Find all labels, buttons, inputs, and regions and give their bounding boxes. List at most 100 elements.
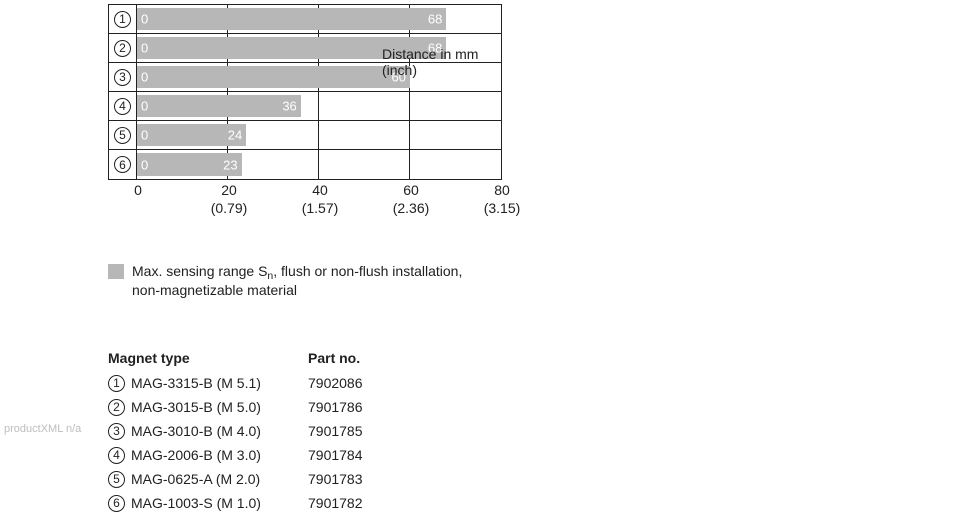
row-index-label: 4	[109, 92, 137, 120]
legend-line1b: , flush or non-flush installation,	[273, 263, 462, 279]
circled-number-icon: 4	[114, 98, 131, 115]
col-header-type: Magnet type	[108, 350, 308, 366]
table-row: 4 MAG-2006-B (M 3.0) 7901784	[108, 444, 448, 466]
circled-number-icon: 1	[114, 11, 131, 28]
row-index-label: 5	[109, 121, 137, 149]
circled-number-icon: 1	[108, 375, 125, 392]
chart-row: 10 68	[109, 5, 501, 34]
bar: 0 68	[137, 8, 446, 30]
grid-line	[409, 121, 410, 149]
table-body: 1 MAG-3315-B (M 5.1) 7902086 2 MAG-3015-B (M…	[108, 372, 448, 514]
row-index-label: 3	[109, 63, 137, 91]
bar: 0 24	[137, 124, 246, 146]
bar-end-value: 36	[282, 99, 296, 114]
bar-start-value: 0	[141, 70, 148, 85]
magnet-type-text: MAG-3015-B (M 5.0)	[131, 399, 261, 415]
legend-line2: non-magnetizable material	[132, 282, 297, 298]
tick-label: 60	[403, 182, 419, 198]
cell-part-no: 7902086	[308, 375, 448, 391]
tick-label: 20	[221, 182, 237, 198]
legend-line1a: Max. sensing range S	[132, 263, 267, 279]
grid-line	[318, 92, 319, 120]
bar-track: 0 23	[137, 150, 501, 179]
bar-start-value: 0	[141, 128, 148, 143]
cell-magnet-type: 1 MAG-3315-B (M 5.1)	[108, 375, 308, 392]
tick-label: 80	[494, 182, 510, 198]
magnet-type-text: MAG-0625-A (M 2.0)	[131, 471, 260, 487]
table-header: Magnet type Part no.	[108, 350, 448, 366]
bar-start-value: 0	[141, 157, 148, 172]
circled-number-icon: 2	[114, 40, 131, 57]
magnet-type-text: MAG-3315-B (M 5.1)	[131, 375, 261, 391]
cell-magnet-type: 5 MAG-0625-A (M 2.0)	[108, 471, 308, 488]
tick-sublabel: (1.57)	[302, 200, 339, 218]
legend-text: Max. sensing range Sn, flush or non-flus…	[132, 262, 462, 300]
bar-end-value: 24	[228, 128, 242, 143]
axis-tick: 20 (0.79)	[211, 182, 248, 217]
magnet-type-text: MAG-1003-S (M 1.0)	[131, 495, 261, 511]
bar-track: 0 68	[137, 5, 501, 33]
tick-sublabel: (3.15)	[484, 200, 521, 218]
table-row: 2 MAG-3015-B (M 5.0) 7901786	[108, 396, 448, 418]
tick-sublabel: (0.79)	[211, 200, 248, 218]
table-row: 1 MAG-3315-B (M 5.1) 7902086	[108, 372, 448, 394]
cell-part-no: 7901786	[308, 399, 448, 415]
circled-number-icon: 5	[114, 127, 131, 144]
axis-title: Distance in mm (inch)	[382, 46, 502, 78]
circled-number-icon: 6	[114, 156, 131, 173]
circled-number-icon: 4	[108, 447, 125, 464]
grid-line	[409, 92, 410, 120]
legend-swatch	[108, 264, 124, 279]
cell-magnet-type: 6 MAG-1003-S (M 1.0)	[108, 495, 308, 512]
tick-label: 40	[312, 182, 328, 198]
bar-start-value: 0	[141, 99, 148, 114]
circled-number-icon: 3	[114, 69, 131, 86]
magnet-type-text: MAG-3010-B (M 4.0)	[131, 423, 261, 439]
chart-row: 40 36	[109, 92, 501, 121]
bar: 0 23	[137, 153, 242, 176]
axis-tick: 40 (1.57)	[302, 182, 339, 217]
bar: 0 36	[137, 95, 301, 117]
col-header-part: Part no.	[308, 350, 448, 366]
bar: 060	[137, 66, 410, 88]
bar-end-value: 23	[223, 157, 237, 172]
table-row: 5 MAG-0625-A (M 2.0) 7901783	[108, 468, 448, 490]
cell-magnet-type: 4 MAG-2006-B (M 3.0)	[108, 447, 308, 464]
axis-tick: 80 (3.15)	[484, 182, 521, 217]
cell-magnet-type: 2 MAG-3015-B (M 5.0)	[108, 399, 308, 416]
axis-tick: 0	[134, 182, 142, 200]
bar-end-value: 68	[428, 12, 442, 27]
tick-label: 0	[134, 182, 142, 198]
bar-track: 0 36	[137, 92, 501, 120]
x-axis: 020(0.79)40(1.57)60(2.36)80(3.15)	[138, 180, 502, 220]
row-index-label: 1	[109, 5, 137, 33]
bar-track: 0 24	[137, 121, 501, 149]
row-index-label: 6	[109, 150, 137, 179]
cell-part-no: 7901782	[308, 495, 448, 511]
circled-number-icon: 2	[108, 399, 125, 416]
table-row: 6 MAG-1003-S (M 1.0) 7901782	[108, 492, 448, 514]
cell-part-no: 7901784	[308, 447, 448, 463]
tick-sublabel: (2.36)	[393, 200, 430, 218]
axis-tick: 60 (2.36)	[393, 182, 430, 217]
circled-number-icon: 3	[108, 423, 125, 440]
cell-part-no: 7901783	[308, 471, 448, 487]
circled-number-icon: 5	[108, 471, 125, 488]
chart-row: 60 23	[109, 150, 501, 179]
row-index-label: 2	[109, 34, 137, 62]
chart-rows: 106820683060403650246023	[108, 4, 502, 180]
footer-note: productXML n/a	[4, 423, 81, 435]
magnet-table: Magnet type Part no. 1 MAG-3315-B (M 5.1)…	[108, 350, 448, 516]
sensing-range-chart: 106820683060403650246023 020(0.79)40(1.5…	[108, 4, 502, 220]
legend-sub: n	[267, 270, 273, 282]
magnet-type-text: MAG-2006-B (M 3.0)	[131, 447, 261, 463]
circled-number-icon: 6	[108, 495, 125, 512]
chart-row: 50 24	[109, 121, 501, 150]
legend: Max. sensing range Sn, flush or non-flus…	[108, 262, 462, 300]
grid-line	[318, 121, 319, 149]
grid-line	[409, 150, 410, 179]
cell-part-no: 7901785	[308, 423, 448, 439]
bar-start-value: 0	[141, 12, 148, 27]
table-row: 3 MAG-3010-B (M 4.0) 7901785	[108, 420, 448, 442]
cell-magnet-type: 3 MAG-3010-B (M 4.0)	[108, 423, 308, 440]
